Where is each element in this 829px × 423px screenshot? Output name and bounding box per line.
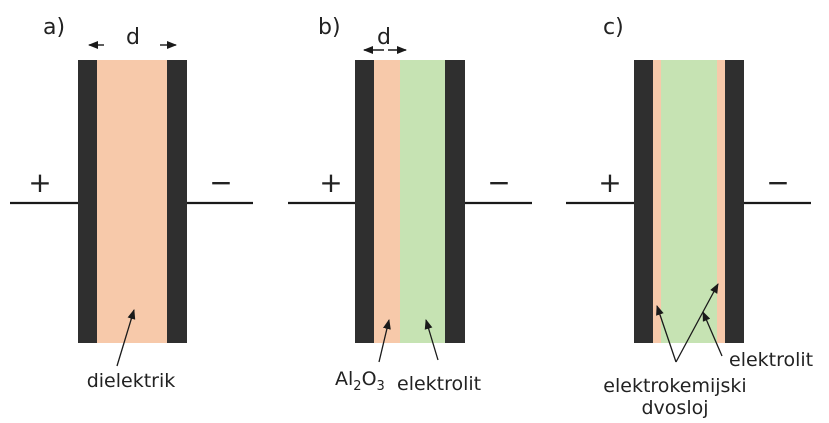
electrolyte-label: elektrolit: [397, 373, 481, 395]
right-plate: [167, 60, 187, 343]
oxide-label-o: O: [362, 368, 377, 390]
panel-a-dimension: d: [89, 25, 176, 50]
plus-sign: +: [28, 166, 51, 199]
left-plate: [78, 60, 97, 343]
minus-sign: −: [766, 166, 789, 199]
dielectric-label: dielektrik: [87, 370, 176, 392]
right-plate: [725, 60, 744, 343]
double-layer-label-line-1: elektrokemijski: [603, 375, 746, 397]
oxide-label-al: Al: [335, 368, 353, 390]
oxide-label-sub-3: 3: [377, 379, 385, 394]
panel-c: c) + − elektrolit elektrokemijski dvoslo…: [566, 15, 813, 419]
left-double-layer: [653, 60, 661, 343]
minus-sign: −: [209, 166, 232, 199]
panel-a-letter: a): [43, 15, 65, 40]
panel-b: b) d + − Al2O3 elektrolit: [288, 15, 532, 395]
electrolyte-layer: [653, 60, 725, 343]
electrolyte-label: elektrolit: [729, 349, 813, 371]
oxide-layer: [374, 60, 400, 343]
right-plate: [445, 60, 465, 343]
panel-a: a) d + − dielektrik: [10, 15, 253, 392]
electrolyte-layer: [400, 60, 445, 343]
plus-sign: +: [598, 166, 621, 199]
left-plate: [355, 60, 374, 343]
double-layer-label-line-2: dvosloj: [641, 397, 708, 419]
panel-b-dimension: d: [364, 25, 406, 50]
dimension-label: d: [126, 25, 140, 50]
oxide-label: Al2O3: [335, 368, 385, 394]
dielectric-layer: [97, 60, 167, 343]
right-double-layer: [717, 60, 725, 343]
minus-sign: −: [487, 166, 510, 199]
oxide-label-sub-2: 2: [353, 379, 361, 394]
dimension-label: d: [377, 25, 391, 50]
panel-c-letter: c): [603, 15, 624, 40]
left-plate: [634, 60, 653, 343]
panel-b-letter: b): [318, 15, 341, 40]
plus-sign: +: [319, 166, 342, 199]
